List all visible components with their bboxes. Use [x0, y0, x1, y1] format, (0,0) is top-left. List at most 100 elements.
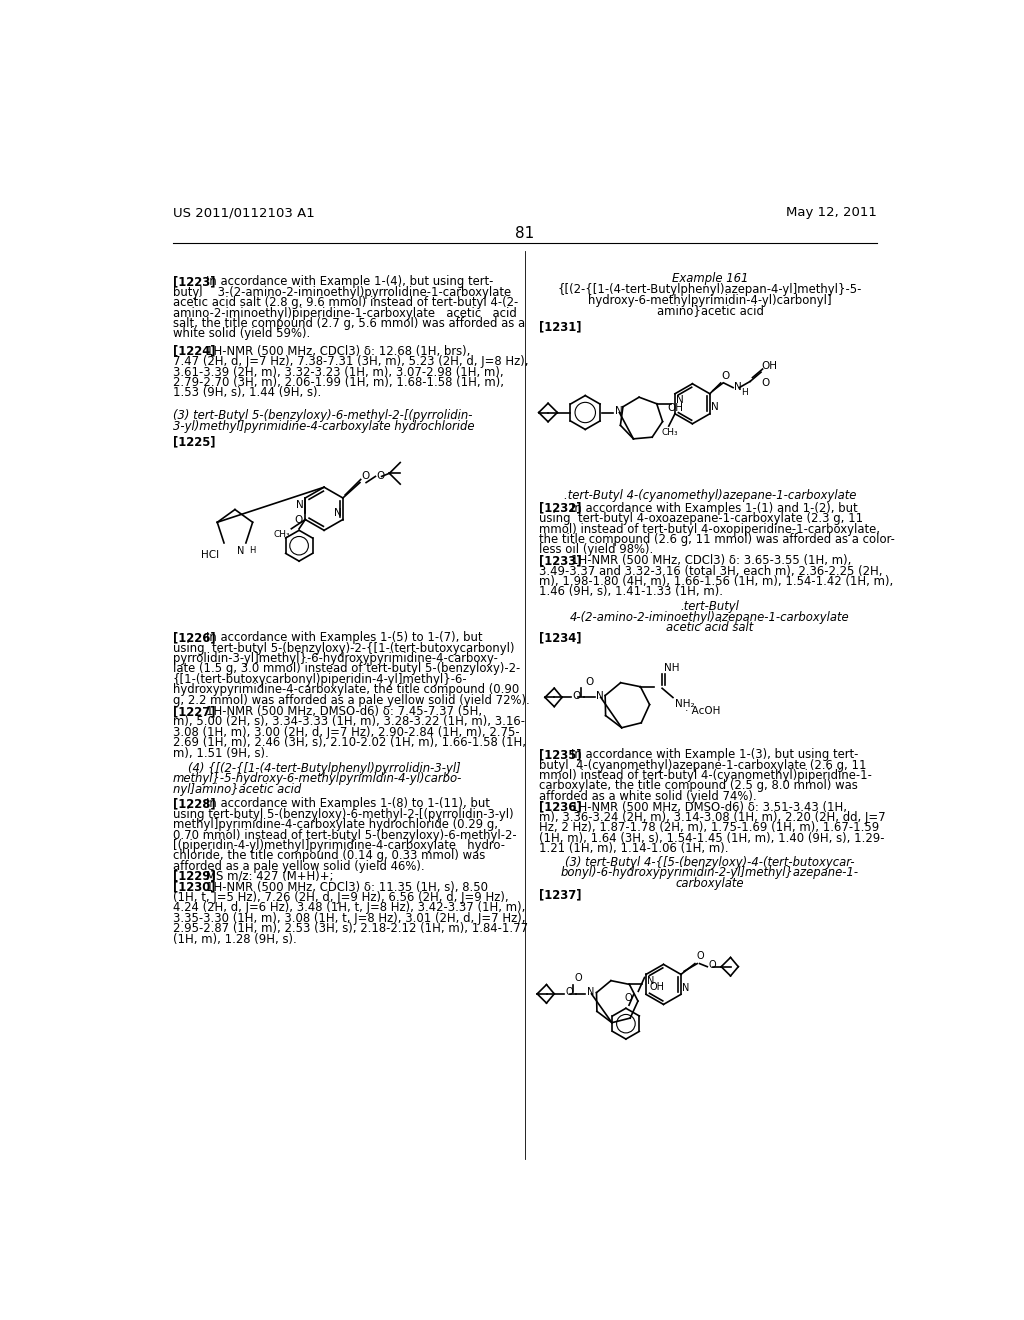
Text: 3.08 (1H, m), 3.00 (2H, d, J=7 Hz), 2.90-2.84 (1H, m), 2.75-: 3.08 (1H, m), 3.00 (2H, d, J=7 Hz), 2.90…	[173, 726, 519, 739]
Text: N: N	[711, 403, 719, 412]
Text: MS m/z: 427 (M+H)+;: MS m/z: 427 (M+H)+;	[206, 870, 333, 883]
Text: OH: OH	[762, 360, 778, 371]
Text: May 12, 2011: May 12, 2011	[785, 206, 877, 219]
Text: carboxylate: carboxylate	[676, 876, 744, 890]
Text: acetic acid salt (2.8 g, 9.6 mmol) instead of tert-butyl 4-(2-: acetic acid salt (2.8 g, 9.6 mmol) inste…	[173, 296, 518, 309]
Text: using  tert-butyl 5-(benzyloxy)-2-{[1-(tert-butoxycarbonyl): using tert-butyl 5-(benzyloxy)-2-{[1-(te…	[173, 642, 514, 655]
Text: {[1-(tert-butoxycarbonyl)piperidin-4-yl]methyl}-6-: {[1-(tert-butoxycarbonyl)piperidin-4-yl]…	[173, 673, 468, 686]
Text: CH₃: CH₃	[273, 531, 290, 540]
Text: O: O	[762, 379, 770, 388]
Text: .tert-Butyl 4-(cyanomethyl)azepane-1-carboxylate: .tert-Butyl 4-(cyanomethyl)azepane-1-car…	[564, 490, 856, 503]
Text: 2.95-2.87 (1H, m), 2.53 (3H, s), 2.18-2.12 (1H, m), 1.84-1.77: 2.95-2.87 (1H, m), 2.53 (3H, s), 2.18-2.…	[173, 923, 528, 936]
Text: butyl    3-(2-amino-2-iminoethyl)pyrrolidine-1-carboxylate: butyl 3-(2-amino-2-iminoethyl)pyrrolidin…	[173, 286, 511, 298]
Text: hydroxy-6-methylpyrimidin-4-yl)carbonyl]: hydroxy-6-methylpyrimidin-4-yl)carbonyl]	[588, 293, 831, 306]
Text: OH: OH	[649, 982, 665, 993]
Text: N: N	[647, 975, 654, 986]
Text: 1H-NMR (500 MHz, CDCl3) δ: 11.35 (1H, s), 8.50: 1H-NMR (500 MHz, CDCl3) δ: 11.35 (1H, s)…	[206, 880, 487, 894]
Text: [1230]: [1230]	[173, 880, 215, 894]
Text: methyl}-5-hydroxy-6-methylpyrimidin-4-yl)carbo-: methyl}-5-hydroxy-6-methylpyrimidin-4-yl…	[173, 772, 462, 785]
Text: chloride, the title compound (0.14 g, 0.33 mmol) was: chloride, the title compound (0.14 g, 0.…	[173, 850, 485, 862]
Text: amino-2-iminoethyl)piperidine-1-carboxylate   acetic   acid: amino-2-iminoethyl)piperidine-1-carboxyl…	[173, 306, 517, 319]
Text: [1232]: [1232]	[539, 502, 582, 515]
Text: N: N	[596, 690, 604, 701]
Text: O: O	[574, 973, 582, 983]
Text: NH: NH	[664, 663, 679, 673]
Text: O: O	[565, 987, 572, 998]
Text: In accordance with Examples 1-(1) and 1-(2), but: In accordance with Examples 1-(1) and 1-…	[571, 502, 858, 515]
Text: 1.46 (9H, s), 1.41-1.33 (1H, m).: 1.46 (9H, s), 1.41-1.33 (1H, m).	[539, 585, 723, 598]
Text: m), 1.51 (9H, s).: m), 1.51 (9H, s).	[173, 747, 268, 760]
Text: [(piperidin-4-yl)methyl]pyrimidine-4-carboxylate   hydro-: [(piperidin-4-yl)methyl]pyrimidine-4-car…	[173, 840, 505, 853]
Text: O: O	[709, 960, 717, 970]
Text: methyl]pyrimidine-4-carboxylate hydrochloride (0.29 g,: methyl]pyrimidine-4-carboxylate hydrochl…	[173, 818, 498, 832]
Text: O: O	[572, 690, 581, 701]
Text: H: H	[249, 546, 255, 554]
Text: O: O	[361, 471, 370, 480]
Text: 1.21 (1H, m), 1.14-1.06 (1H, m).: 1.21 (1H, m), 1.14-1.06 (1H, m).	[539, 842, 728, 855]
Text: N: N	[676, 395, 683, 405]
Text: In accordance with Example 1-(3), but using tert-: In accordance with Example 1-(3), but us…	[571, 748, 859, 762]
Text: O: O	[376, 471, 384, 482]
Text: 1H-NMR (500 MHz, CDCl3) δ: 3.65-3.55 (1H, m),: 1H-NMR (500 MHz, CDCl3) δ: 3.65-3.55 (1H…	[571, 554, 852, 568]
Text: 2.79-2.70 (3H, m), 2.06-1.99 (1H, m), 1.68-1.58 (1H, m),: 2.79-2.70 (3H, m), 2.06-1.99 (1H, m), 1.…	[173, 376, 504, 389]
Text: Example 161: Example 161	[672, 272, 749, 285]
Text: O: O	[696, 952, 705, 961]
Text: In accordance with Examples 1-(8) to 1-(11), but: In accordance with Examples 1-(8) to 1-(…	[206, 797, 489, 810]
Text: (1H, m), 1.64 (3H, s), 1.54-1.45 (1H, m), 1.40 (9H, s), 1.29-: (1H, m), 1.64 (3H, s), 1.54-1.45 (1H, m)…	[539, 832, 885, 845]
Text: 1.53 (9H, s), 1.44 (9H, s).: 1.53 (9H, s), 1.44 (9H, s).	[173, 387, 322, 400]
Text: 81: 81	[515, 226, 535, 242]
Text: afforded as a white solid (yield 74%).: afforded as a white solid (yield 74%).	[539, 789, 757, 803]
Text: amino}acetic acid: amino}acetic acid	[656, 304, 764, 317]
Text: O: O	[295, 515, 303, 525]
Text: HCl: HCl	[201, 550, 219, 560]
Text: N: N	[334, 508, 341, 517]
Text: N: N	[614, 407, 623, 416]
Text: N: N	[296, 499, 304, 510]
Text: mmol) instead of tert-butyl 4-(cyanomethyl)piperidine-1-: mmol) instead of tert-butyl 4-(cyanometh…	[539, 770, 871, 781]
Text: (3) tert-Butyl 4-{[5-(benzyloxy)-4-(tert-butoxycar-: (3) tert-Butyl 4-{[5-(benzyloxy)-4-(tert…	[565, 855, 855, 869]
Text: m), 5.00 (2H, s), 3.34-3.33 (1H, m), 3.28-3.22 (1H, m), 3.16-: m), 5.00 (2H, s), 3.34-3.33 (1H, m), 3.2…	[173, 715, 525, 729]
Text: g, 2.2 mmol) was afforded as a pale yellow solid (yield 72%).: g, 2.2 mmol) was afforded as a pale yell…	[173, 693, 529, 706]
Text: [1223]: [1223]	[173, 276, 215, 289]
Text: m), 3.36-3.24 (2H, m), 3.14-3.08 (1H, m), 2.20 (2H, dd, J=7: m), 3.36-3.24 (2H, m), 3.14-3.08 (1H, m)…	[539, 810, 886, 824]
Text: 3-yl)methyl]pyrimidine-4-carboxylate hydrochloride: 3-yl)methyl]pyrimidine-4-carboxylate hyd…	[173, 420, 474, 433]
Text: O: O	[722, 371, 730, 380]
Text: (1H, m), 1.28 (9H, s).: (1H, m), 1.28 (9H, s).	[173, 933, 297, 945]
Text: N: N	[734, 381, 741, 392]
Text: [1229]: [1229]	[173, 870, 216, 883]
Text: the title compound (2.6 g, 11 mmol) was afforded as a color-: the title compound (2.6 g, 11 mmol) was …	[539, 533, 895, 546]
Text: 3.35-3.30 (1H, m), 3.08 (1H, t, J=8 Hz), 3.01 (2H, d, J=7 Hz),: 3.35-3.30 (1H, m), 3.08 (1H, t, J=8 Hz),…	[173, 912, 525, 925]
Text: NH₂: NH₂	[675, 700, 694, 709]
Text: acetic acid salt: acetic acid salt	[667, 622, 754, 634]
Text: [1234]: [1234]	[539, 631, 582, 644]
Text: [1227]: [1227]	[173, 705, 215, 718]
Text: Hz, 2 Hz), 1.87-1.78 (2H, m), 1.75-1.69 (1H, m), 1.67-1.59: Hz, 2 Hz), 1.87-1.78 (2H, m), 1.75-1.69 …	[539, 821, 879, 834]
Text: [1224]: [1224]	[173, 345, 215, 358]
Text: white solid (yield 59%).: white solid (yield 59%).	[173, 327, 310, 341]
Text: O: O	[625, 993, 632, 1003]
Text: N: N	[682, 983, 689, 993]
Text: 1H-NMR (500 MHz, DMSO-d6) δ: 7.45-7.37 (5H,: 1H-NMR (500 MHz, DMSO-d6) δ: 7.45-7.37 (…	[206, 705, 481, 718]
Text: {[(2-{[1-(4-tert-Butylphenyl)azepan-4-yl]methyl}-5-: {[(2-{[1-(4-tert-Butylphenyl)azepan-4-yl…	[558, 284, 862, 296]
Text: (4) {[(2-{[1-(4-tert-Butylphenyl)pyrrolidin-3-yl]: (4) {[(2-{[1-(4-tert-Butylphenyl)pyrroli…	[173, 762, 461, 775]
Text: In accordance with Example 1-(4), but using tert-: In accordance with Example 1-(4), but us…	[206, 276, 493, 289]
Text: · AcOH: · AcOH	[685, 706, 721, 715]
Text: 3.49-3.37 and 3.32-3.16 (total 3H, each m), 2.36-2.25 (2H,: 3.49-3.37 and 3.32-3.16 (total 3H, each …	[539, 565, 883, 578]
Text: 4-(2-amino-2-iminoethyl)azepane-1-carboxylate: 4-(2-amino-2-iminoethyl)azepane-1-carbox…	[570, 611, 850, 624]
Text: m), 1.98-1.80 (4H, m), 1.66-1.56 (1H, m), 1.54-1.42 (1H, m),: m), 1.98-1.80 (4H, m), 1.66-1.56 (1H, m)…	[539, 576, 893, 587]
Text: 4.24 (2H, d, J=6 Hz), 3.48 (1H, t, J=8 Hz), 3.42-3.37 (1H, m),: 4.24 (2H, d, J=6 Hz), 3.48 (1H, t, J=8 H…	[173, 902, 525, 915]
Text: using tert-butyl 5-(benzyloxy)-6-methyl-2-[(pyrrolidin-3-yl): using tert-butyl 5-(benzyloxy)-6-methyl-…	[173, 808, 514, 821]
Text: [1235]: [1235]	[539, 748, 582, 762]
Text: hydroxypyrimidine-4-carboxylate, the title compound (0.90: hydroxypyrimidine-4-carboxylate, the tit…	[173, 684, 519, 696]
Text: In accordance with Examples 1-(5) to 1-(7), but: In accordance with Examples 1-(5) to 1-(…	[206, 631, 482, 644]
Text: (3) tert-Butyl 5-(benzyloxy)-6-methyl-2-[(pyrrolidin-: (3) tert-Butyl 5-(benzyloxy)-6-methyl-2-…	[173, 409, 472, 422]
Text: less oil (yield 98%).: less oil (yield 98%).	[539, 544, 653, 557]
Text: 3.61-3.39 (2H, m), 3.32-3.23 (1H, m), 3.07-2.98 (1H, m),: 3.61-3.39 (2H, m), 3.32-3.23 (1H, m), 3.…	[173, 366, 504, 379]
Text: [1225]: [1225]	[173, 436, 215, 449]
Text: OH: OH	[667, 403, 683, 413]
Text: CH₃: CH₃	[662, 428, 679, 437]
Text: 7.47 (2H, d, J=7 Hz), 7.38-7.31 (3H, m), 5.23 (2H, d, J=8 Hz),: 7.47 (2H, d, J=7 Hz), 7.38-7.31 (3H, m),…	[173, 355, 528, 368]
Text: H: H	[740, 388, 748, 397]
Text: butyl  4-(cyanomethyl)azepane-1-carboxylate (2.6 g, 11: butyl 4-(cyanomethyl)azepane-1-carboxyla…	[539, 759, 866, 772]
Text: US 2011/0112103 A1: US 2011/0112103 A1	[173, 206, 314, 219]
